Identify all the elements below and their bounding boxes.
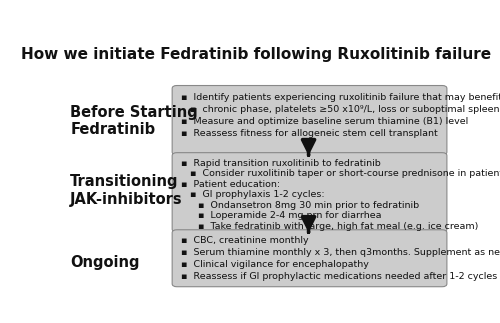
Text: ▪  Patient education:: ▪ Patient education: [180,180,280,189]
Text: ▪  Reassess fitness for allogeneic stem cell transplant: ▪ Reassess fitness for allogeneic stem c… [180,129,438,138]
Text: ▪  Clinical vigilance for encephalopathy: ▪ Clinical vigilance for encephalopathy [180,260,368,269]
Text: ▪  Rapid transition ruxolitinib to fedratinib: ▪ Rapid transition ruxolitinib to fedrat… [180,159,380,168]
Text: ▪  chronic phase, platelets ≥50 x10⁹/L, loss or suboptimal spleen response: ▪ chronic phase, platelets ≥50 x10⁹/L, l… [190,105,500,114]
Text: ▪  GI prophylaxis 1-2 cycles:: ▪ GI prophylaxis 1-2 cycles: [190,190,325,199]
FancyBboxPatch shape [172,230,447,287]
Text: ▪  Consider ruxolitinib taper or short-course prednisone in patients on ≥20mg BI: ▪ Consider ruxolitinib taper or short-co… [190,169,500,178]
Text: ▪  CBC, creatinine monthly: ▪ CBC, creatinine monthly [180,236,308,245]
Text: ▪  Measure and optimize baseline serum thiamine (B1) level: ▪ Measure and optimize baseline serum th… [180,117,468,126]
FancyBboxPatch shape [172,153,447,232]
Text: How we initiate Fedratinib following Ruxolitinib failure: How we initiate Fedratinib following Rux… [21,47,492,62]
Text: ▪  Loperamide 2-4 mg prn for diarrhea: ▪ Loperamide 2-4 mg prn for diarrhea [198,211,382,220]
Text: Transitioning
JAK-inhibitors: Transitioning JAK-inhibitors [70,174,183,207]
Text: Before Starting
Fedratinib: Before Starting Fedratinib [70,105,198,137]
Text: ▪  Ondansetron 8mg 30 min prior to fedratinib: ▪ Ondansetron 8mg 30 min prior to fedrat… [198,201,419,210]
Text: ▪  Reassess if GI prophylactic medications needed after 1-2 cycles: ▪ Reassess if GI prophylactic medication… [180,272,497,281]
Text: ▪  Take fedratinib with large, high fat meal (e.g. ice cream): ▪ Take fedratinib with large, high fat m… [198,222,478,231]
Text: Ongoing: Ongoing [70,255,140,270]
Text: ▪  Identify patients experiencing ruxolitinib failure that may benefit from fedr: ▪ Identify patients experiencing ruxolit… [180,93,500,102]
Text: ▪  Serum thiamine monthly x 3, then q3months. Supplement as needed.: ▪ Serum thiamine monthly x 3, then q3mon… [180,248,500,257]
FancyBboxPatch shape [172,86,447,155]
